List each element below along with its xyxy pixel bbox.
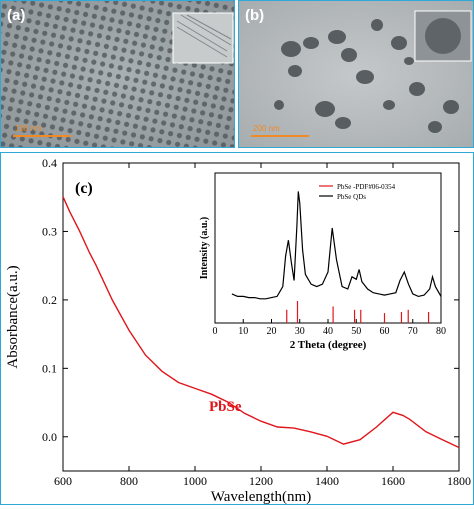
- x-tick-label: 1200: [249, 474, 273, 488]
- inset-series: [231, 191, 442, 323]
- xrd-inset: 0 10 20 30 40 50 60 70 80 PbSe -PDF#06-0354PbSe …: [199, 172, 446, 351]
- inset-x-tick-label: 50: [351, 326, 361, 337]
- inset-x-axis-label: 2 Theta (degree): [290, 339, 367, 351]
- scale-bar-b: [251, 135, 309, 137]
- legend-qds: PbSe QDs: [337, 193, 366, 201]
- y-axis-label: Absorbance(a.u.): [5, 265, 21, 368]
- inset-x-tick-label: 30: [295, 326, 305, 337]
- y-tick-label: 0.4: [42, 156, 57, 170]
- inset-ticks: 0 10 20 30 40 50 60 70 80: [213, 319, 446, 337]
- legend-reference: PbSe -PDF#06-0354: [337, 183, 396, 191]
- tem-texture-a: [1, 1, 234, 147]
- inset-x-tick-label: 80: [436, 326, 446, 337]
- x-axis-label: Wavelength(nm): [211, 489, 311, 504]
- absorbance-line: [62, 196, 460, 449]
- inset-legend: PbSe -PDF#06-0354 PbSe QDs: [319, 183, 396, 201]
- y-tick-label: 0.1: [42, 361, 57, 375]
- panel-c-label: (c): [75, 180, 93, 197]
- main-ticks: 600 800 1000 1200 1400 1600 18000.00.10.20.30.…: [42, 156, 471, 488]
- inset-x-tick-label: 70: [408, 326, 418, 337]
- x-tick-label: 600: [54, 474, 72, 488]
- scale-bar-label-a: 100 nm: [15, 124, 42, 133]
- y-tick-label: 0.3: [42, 224, 57, 238]
- scale-bar-a: [13, 135, 71, 137]
- inset-x-tick-label: 60: [380, 326, 390, 337]
- y-tick-label: 0.0: [42, 430, 57, 444]
- xrd-pattern-line: [231, 191, 442, 300]
- x-tick-label: 800: [120, 474, 138, 488]
- x-tick-label: 1000: [183, 474, 207, 488]
- x-tick-label: 1600: [381, 474, 405, 488]
- inset-x-tick-label: 20: [267, 326, 277, 337]
- inset-y-axis-label: Intensity (a.u.): [199, 217, 210, 280]
- panel-b-label: (b): [245, 7, 265, 24]
- inset-x-tick-label: 40: [323, 326, 333, 337]
- main-series: [62, 196, 460, 449]
- absorbance-chart: 600 800 1000 1200 1400 1600 18000.00.10.20.30.…: [5, 156, 471, 505]
- tem-image-b: (b) 200 nm: [238, 0, 474, 148]
- inset-x-tick-label: 10: [238, 326, 248, 337]
- x-tick-label: 1400: [315, 474, 339, 488]
- x-tick-label: 1800: [447, 474, 471, 488]
- inset-x-tick-label: 0: [213, 326, 218, 337]
- panel-a-label: (a): [7, 7, 26, 24]
- pbse-label: PbSe: [209, 399, 242, 415]
- y-tick-label: 0.2: [42, 293, 57, 307]
- scale-bar-label-b: 200 nm: [253, 124, 280, 133]
- panel-c: 600 800 1000 1200 1400 1600 1800 0.0 0.1 0.2 0.3 0.…: [0, 152, 474, 505]
- tem-texture-b: [239, 1, 473, 147]
- tem-image-a: (a) 100 nm: [0, 0, 235, 148]
